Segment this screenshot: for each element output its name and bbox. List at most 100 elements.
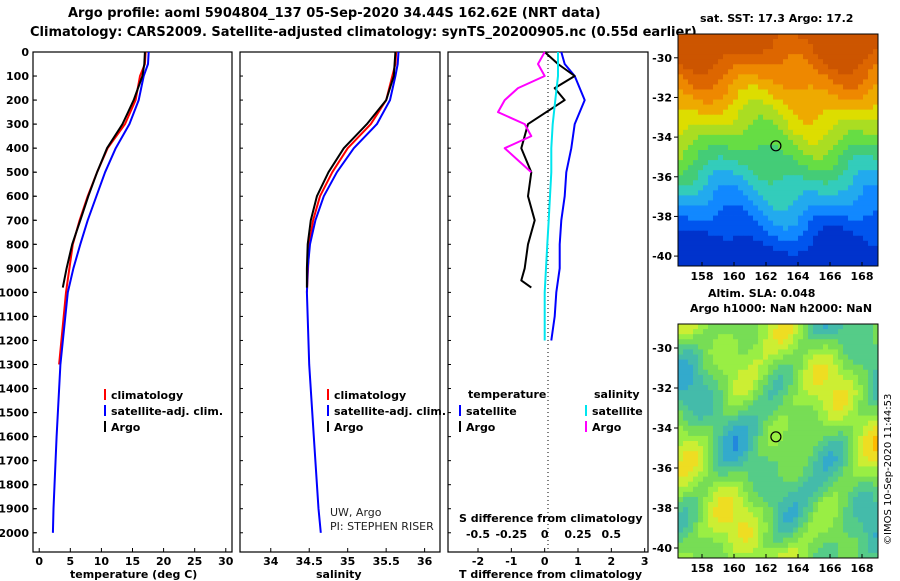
map-cell xyxy=(783,250,789,257)
map-cell xyxy=(723,109,729,116)
map-cell xyxy=(688,150,694,156)
map-cell xyxy=(828,134,834,141)
map-cell xyxy=(843,405,849,411)
map-cell xyxy=(823,129,829,136)
map-cell xyxy=(843,522,849,528)
map-cell xyxy=(708,34,714,40)
map-cell xyxy=(683,144,689,151)
map-cell xyxy=(778,390,784,396)
map-cell xyxy=(763,34,769,40)
map-cell xyxy=(788,114,794,121)
map-cell xyxy=(808,69,814,75)
map-cell xyxy=(858,190,864,196)
map-cell xyxy=(783,502,789,508)
map-cell xyxy=(818,471,824,478)
map-cell xyxy=(768,446,774,452)
map-cell xyxy=(778,195,784,201)
map-cell xyxy=(708,446,714,452)
map-cell xyxy=(708,344,714,350)
map-cell xyxy=(733,542,739,549)
map-cell xyxy=(853,415,859,422)
map-cell xyxy=(693,190,699,196)
map-cell xyxy=(693,537,699,544)
map-cell xyxy=(828,210,834,216)
map-cell xyxy=(683,129,689,136)
map-cell xyxy=(743,517,749,523)
map-cell xyxy=(793,215,799,222)
map-cell xyxy=(858,215,864,222)
map-cell xyxy=(848,54,854,60)
map-cell xyxy=(753,69,759,75)
map-cell xyxy=(858,225,864,232)
map-cell xyxy=(708,400,714,406)
map-cell xyxy=(748,476,754,483)
map-cell xyxy=(873,334,879,340)
map-cell xyxy=(733,235,739,242)
map-cell xyxy=(788,486,794,493)
map-cell xyxy=(698,354,704,361)
map-cell xyxy=(808,441,814,447)
map-cell xyxy=(693,104,699,111)
map-cell xyxy=(713,119,719,126)
map-cell xyxy=(873,59,879,65)
map-cell xyxy=(873,486,879,493)
map-cell xyxy=(863,215,869,222)
map-cell xyxy=(753,537,759,544)
map-cell xyxy=(833,527,839,533)
map-cell xyxy=(713,235,719,242)
map-cell xyxy=(773,364,779,371)
map-cell xyxy=(733,451,739,457)
map-cell xyxy=(793,410,799,416)
map-cell xyxy=(703,339,709,345)
map-cell xyxy=(713,39,719,45)
map-cell xyxy=(753,400,759,406)
map-cell xyxy=(863,379,869,386)
map-cell xyxy=(828,405,834,411)
map-cell xyxy=(773,517,779,523)
map-cell xyxy=(743,415,749,422)
map-cell xyxy=(828,410,834,416)
map-cell xyxy=(843,119,849,126)
map-cell xyxy=(708,491,714,498)
map-cell xyxy=(808,104,814,111)
map-cell xyxy=(713,215,719,222)
map-cell xyxy=(753,491,759,498)
map-cell xyxy=(743,390,749,396)
map-cell xyxy=(868,195,874,201)
map-cell xyxy=(818,230,824,237)
map-cell xyxy=(833,175,839,181)
map-cell xyxy=(713,517,719,523)
map-cell xyxy=(833,456,839,462)
map-cell xyxy=(828,79,834,85)
map-cell xyxy=(813,552,819,559)
map-cell xyxy=(758,481,764,488)
map-cell xyxy=(868,329,874,335)
map-cell xyxy=(713,99,719,106)
map-cell xyxy=(833,119,839,126)
map-cell xyxy=(798,195,804,201)
map-cell xyxy=(818,175,824,181)
map-cell xyxy=(703,517,709,523)
map-cell xyxy=(833,552,839,559)
map-cell xyxy=(768,476,774,483)
map-cell xyxy=(723,471,729,478)
map-cell xyxy=(848,129,854,136)
map-cell xyxy=(788,410,794,416)
map-cell xyxy=(818,79,824,85)
map-cell xyxy=(783,532,789,539)
map-cell xyxy=(748,354,754,361)
map-cell xyxy=(858,425,864,432)
map-cell xyxy=(698,89,704,95)
map-cell xyxy=(798,441,804,447)
map-cell xyxy=(843,170,849,176)
map-cell xyxy=(768,185,774,191)
map-cell xyxy=(808,150,814,156)
map-cell xyxy=(803,205,809,211)
map-cell xyxy=(813,430,819,437)
map-cell xyxy=(788,430,794,437)
map-cell xyxy=(818,466,824,472)
map-cell xyxy=(858,405,864,411)
map-cell xyxy=(733,144,739,151)
map-cell xyxy=(848,466,854,472)
map-cell xyxy=(873,225,879,232)
